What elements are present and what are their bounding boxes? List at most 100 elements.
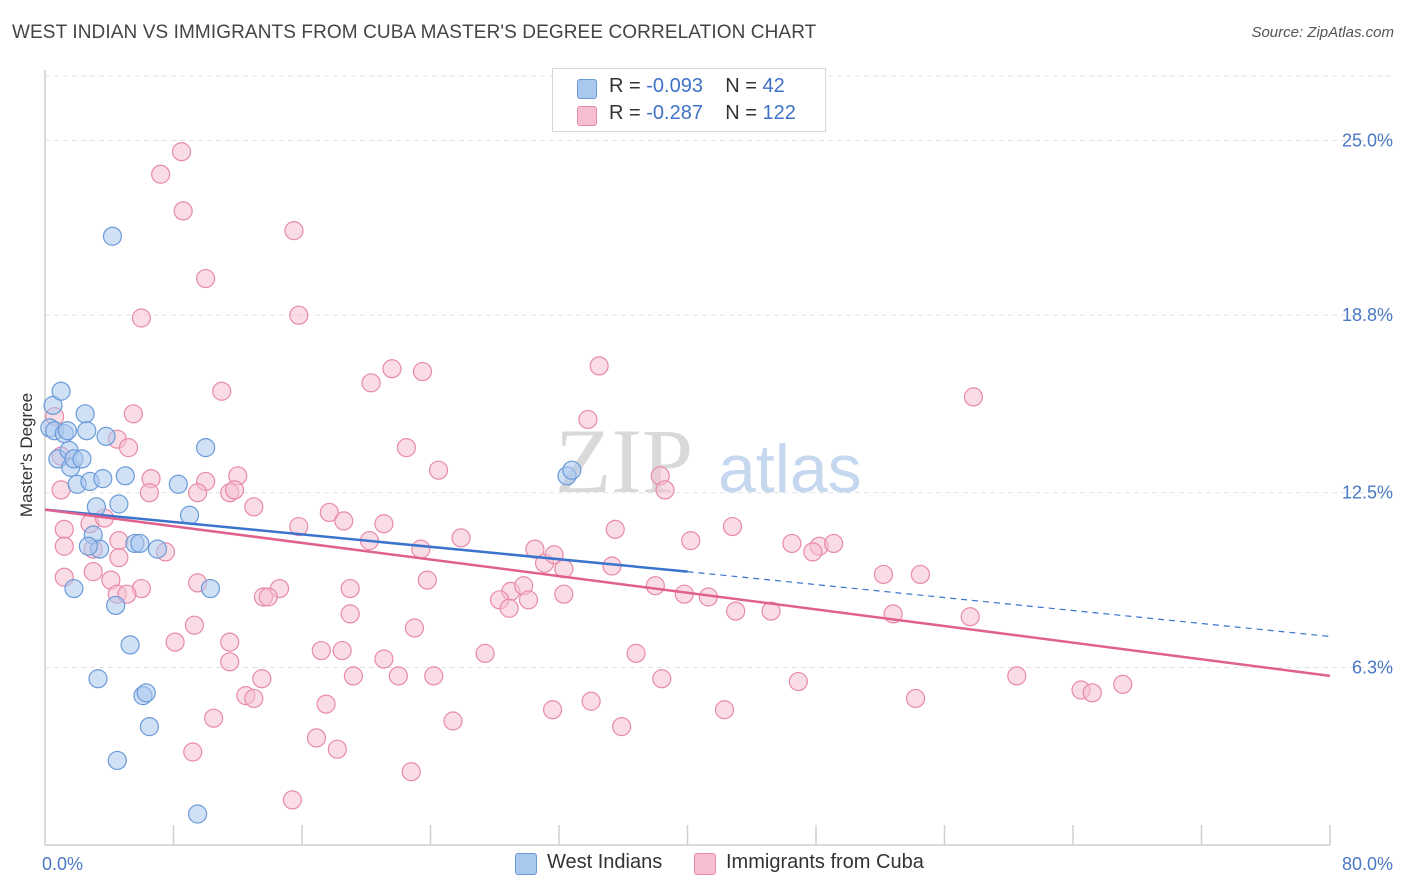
point-west-indians [64, 578, 84, 599]
point-cuba [316, 694, 336, 714]
point-west-indians [93, 469, 113, 489]
point-cuba [252, 669, 272, 689]
bottom-legend-label: Immigrants from Cuba [726, 851, 924, 873]
point-west-indians [96, 426, 116, 446]
point-cuba [306, 728, 327, 748]
point-west-indians [200, 578, 221, 599]
point-cuba [761, 601, 781, 621]
watermark: ZIP atlas [555, 410, 862, 512]
legend-swatch-blue [577, 79, 597, 99]
point-cuba [411, 539, 431, 559]
point-cuba [782, 533, 802, 554]
point-cuba [332, 640, 352, 661]
legend-r-value: -0.287 [646, 102, 703, 124]
axes [44, 70, 1331, 846]
point-west-indians [107, 750, 127, 771]
legend-r-value: -0.093 [646, 75, 703, 97]
point-west-indians [179, 505, 200, 525]
point-cuba [224, 480, 245, 500]
point-cuba [289, 516, 309, 537]
trend-lines [44, 508, 1331, 678]
y-tick-label: 25.0% [1342, 130, 1393, 150]
point-west-indians [136, 683, 156, 703]
point-cuba [282, 790, 302, 810]
x-tick-label: 0.0% [42, 854, 83, 874]
point-cuba [963, 387, 984, 407]
legend-swatch-pink [577, 106, 597, 126]
point-cuba [118, 438, 139, 458]
bottom-legend-swatch-blue [515, 853, 537, 875]
point-cuba [645, 576, 665, 596]
point-cuba [289, 305, 309, 325]
point-cuba [428, 460, 449, 480]
point-cuba [905, 688, 926, 709]
point-cuba [165, 632, 185, 652]
point-cuba [581, 691, 601, 711]
point-cuba [83, 562, 103, 582]
point-cuba [910, 564, 931, 585]
tick-labels: 6.3% 12.5% 18.8% 25.0% 0.0% 80.0% [42, 130, 1393, 874]
point-cuba [244, 688, 264, 709]
series-cuba-points [45, 142, 1133, 810]
point-cuba [131, 308, 151, 328]
point-cuba [187, 483, 208, 503]
point-cuba [681, 531, 701, 551]
point-west-indians [51, 381, 71, 401]
trend-west-indians [44, 508, 688, 573]
point-cuba [382, 359, 402, 379]
watermark-zip: ZIP [555, 410, 693, 512]
point-cuba [960, 607, 980, 627]
point-cuba [51, 480, 71, 500]
point-west-indians [72, 449, 92, 469]
point-cuba [388, 666, 408, 686]
watermark-atlas: atlas [718, 431, 862, 507]
point-cuba [803, 542, 823, 562]
point-cuba [626, 643, 646, 663]
legend-n-value: 122 [762, 102, 796, 124]
bottom-legend-label: West Indians [547, 851, 663, 873]
y-tick-label: 12.5% [1342, 483, 1393, 503]
point-cuba [655, 480, 675, 500]
point-west-indians [139, 717, 160, 737]
point-cuba [109, 547, 129, 568]
point-west-indians [196, 438, 216, 458]
point-cuba [139, 483, 160, 503]
trend-cuba [44, 508, 1331, 678]
point-cuba [123, 404, 143, 424]
chart-title: WEST INDIAN VS IMMIGRANTS FROM CUBA MAST… [12, 22, 817, 43]
point-cuba [340, 604, 360, 624]
point-west-indians [187, 804, 208, 824]
point-cuba [443, 711, 463, 731]
x-tick-label: 80.0% [1342, 854, 1393, 874]
point-cuba [589, 356, 609, 376]
point-west-indians [78, 536, 98, 556]
point-cuba [183, 742, 203, 762]
point-cuba [451, 528, 471, 548]
point-cuba [652, 669, 672, 689]
point-cuba [196, 268, 216, 289]
y-axis-label: Master's Degree [17, 393, 36, 517]
point-cuba [244, 497, 264, 517]
point-cuba [475, 643, 495, 663]
point-cuba [1113, 674, 1133, 694]
y-tick-label: 18.8% [1342, 305, 1393, 325]
point-west-indians [57, 421, 78, 441]
point-cuba [284, 221, 304, 241]
point-cuba [788, 671, 808, 692]
point-west-indians [106, 595, 126, 616]
point-cuba [54, 519, 74, 539]
point-west-indians [88, 669, 108, 689]
point-cuba [412, 361, 433, 382]
point-cuba [612, 717, 632, 737]
point-cuba [726, 601, 746, 621]
legend-r-label: R = [609, 102, 641, 124]
bottom-legend-swatch-pink [694, 853, 716, 875]
point-west-indians [115, 466, 135, 486]
point-cuba [1082, 683, 1102, 703]
point-west-indians [130, 533, 150, 554]
point-cuba [212, 381, 232, 401]
point-cuba [605, 519, 625, 539]
point-cuba [109, 531, 129, 551]
point-cuba [311, 640, 331, 661]
